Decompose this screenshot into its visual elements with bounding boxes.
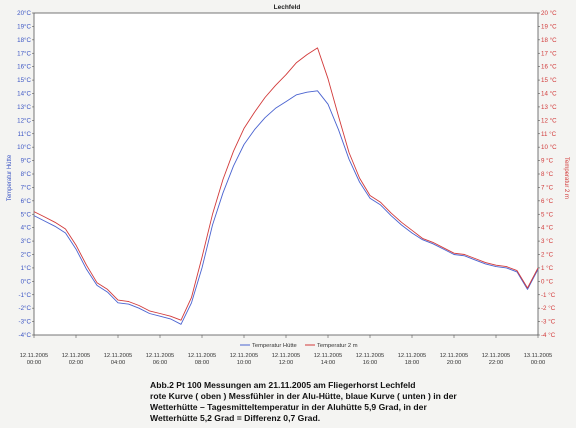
plot-area (33, 12, 539, 336)
left-axis-title: Temperatur Hütte (7, 154, 13, 201)
left-tick-label: 19°C (17, 23, 31, 30)
x-tick-date: 12.11.2005 (440, 353, 469, 359)
left-tick-label: 7°C (21, 184, 32, 191)
right-tick-label: 3 °C (541, 238, 554, 245)
x-tick-date: 12.11.2005 (104, 353, 133, 359)
left-tick-label: 0°C (21, 278, 32, 285)
left-tick-label: 20°C (17, 10, 31, 17)
right-tick-label: -2 °C (541, 305, 556, 312)
left-tick-label: 9°C (21, 158, 32, 165)
x-tick-date: 12.11.2005 (314, 353, 343, 359)
right-tick-label: 5 °C (541, 211, 554, 218)
x-tick-date: 12.11.2005 (398, 353, 427, 359)
caption-line-2: rote Kurve ( oben ) Messfühler in der Al… (150, 391, 457, 401)
chart-title: Lechfeld (274, 4, 301, 11)
left-tick-label: -4°C (19, 332, 32, 339)
x-tick-date: 12.11.2005 (272, 353, 301, 359)
x-tick-time: 00:00 (27, 360, 42, 366)
right-tick-label: 9 °C (541, 158, 554, 165)
right-tick-label: 11 °C (541, 131, 557, 138)
left-tick-label: 13°C (17, 104, 31, 111)
left-tick-label: -3°C (19, 319, 32, 326)
right-tick-label: -4 °C (541, 332, 556, 339)
right-tick-label: 18 °C (541, 37, 557, 44)
right-axis-title: Temperatur 2 m (563, 157, 569, 199)
right-tick-label: 2 °C (541, 252, 554, 259)
right-tick-label: 10 °C (541, 144, 557, 151)
left-tick-label: 14°C (17, 91, 31, 98)
figure-caption: Abb.2 Pt 100 Messungen am 21.11.2005 am … (150, 380, 570, 424)
left-tick-label: 2°C (21, 252, 32, 259)
series-line-0 (33, 90, 539, 325)
left-tick-label: 4°C (21, 225, 32, 232)
right-tick-label: 7 °C (541, 184, 554, 191)
line-chart: Lechfeld -4°C -3°C -2°C -1°C 0°C 1°C 2°C 3°C 4°C… (7, 4, 569, 366)
right-tick-label: -1 °C (541, 292, 556, 299)
x-tick-time: 10:00 (237, 360, 252, 366)
right-tick-label: 14 °C (541, 91, 557, 98)
legend-label-2m: Temperatur 2 m (317, 343, 358, 349)
x-tick-time: 04:00 (111, 360, 126, 366)
legend-label-huette: Temperatur Hütte (252, 343, 297, 349)
x-tick-time: 20:00 (447, 360, 462, 366)
series-line-1 (33, 47, 539, 321)
left-tick-label: 18°C (17, 37, 31, 44)
left-tick-label: 15°C (17, 77, 31, 84)
x-tick-time: 06:00 (153, 360, 168, 366)
x-tick-date: 12.11.2005 (188, 353, 217, 359)
left-tick-label: -1°C (19, 292, 32, 299)
left-tick-label: 11°C (18, 131, 32, 138)
right-tick-label: 15 °C (541, 77, 557, 84)
left-tick-label: -2°C (19, 305, 32, 312)
x-tick-date: 13.11.2005 (524, 353, 553, 359)
x-tick-date: 12.11.2005 (146, 353, 175, 359)
x-tick-date: 12.11.2005 (482, 353, 511, 359)
x-tick-date: 12.11.2005 (20, 353, 49, 359)
left-tick-label: 17°C (17, 50, 31, 57)
x-tick-date: 12.11.2005 (230, 353, 259, 359)
right-tick-label: 1 °C (541, 265, 554, 272)
caption-line-1: Abb.2 Pt 100 Messungen am 21.11.2005 am … (150, 380, 416, 390)
x-tick-time: 22:00 (489, 360, 504, 366)
x-tick-time: 00:00 (531, 360, 546, 366)
x-tick-date: 12.11.2005 (62, 353, 91, 359)
left-tick-label: 1°C (21, 265, 32, 272)
left-tick-label: 3°C (21, 238, 32, 245)
caption-line-4: Wetterhütte 5,2 Grad = Differenz 0,7 Gra… (150, 413, 321, 423)
x-tick-time: 08:00 (195, 360, 210, 366)
right-tick-label: 20 °C (541, 10, 557, 17)
right-tick-label: 4 °C (541, 225, 554, 232)
x-tick-time: 18:00 (405, 360, 420, 366)
left-tick-label: 8°C (21, 171, 32, 178)
right-tick-label: 16 °C (541, 64, 557, 71)
right-tick-label: 0 °C (541, 278, 554, 285)
x-tick-date: 12.11.2005 (356, 353, 385, 359)
x-tick-time: 14:00 (321, 360, 336, 366)
left-tick-label: 5°C (21, 211, 32, 218)
legend: Temperatur Hütte Temperatur 2 m (240, 343, 358, 349)
caption-line-3: Wetterhütte – Tagesmitteltemperatur in d… (150, 402, 427, 412)
right-tick-label: 19 °C (541, 23, 557, 30)
right-tick-label: 12 °C (541, 117, 557, 124)
right-tick-label: 13 °C (541, 104, 557, 111)
left-tick-label: 6°C (21, 198, 32, 205)
left-tick-label: 10°C (17, 144, 31, 151)
x-tick-time: 16:00 (363, 360, 378, 366)
left-tick-label: 12°C (17, 117, 31, 124)
right-tick-label: 17 °C (541, 50, 557, 57)
right-tick-label: -3 °C (541, 319, 556, 326)
left-tick-label: 16°C (17, 64, 31, 71)
x-tick-time: 12:00 (279, 360, 294, 366)
right-tick-label: 8 °C (541, 171, 554, 178)
x-tick-time: 02:00 (69, 360, 84, 366)
right-tick-label: 6 °C (541, 198, 554, 205)
